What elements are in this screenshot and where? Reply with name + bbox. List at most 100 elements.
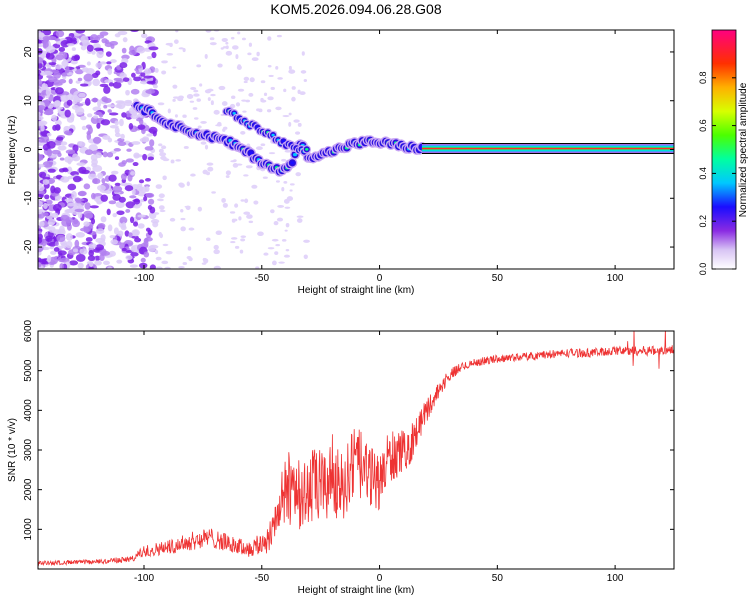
noise-blob: [148, 46, 159, 51]
faint-blob: [268, 152, 276, 155]
noise-blob: [108, 250, 116, 257]
y-tick-label: 0: [23, 146, 34, 152]
faint-blob: [189, 100, 195, 103]
noise-blob: [75, 253, 86, 262]
noise-blob: [53, 247, 60, 252]
faint-blob: [242, 110, 247, 113]
noise-blob: [38, 153, 41, 162]
noise-blob: [43, 110, 54, 116]
noise-blob: [143, 75, 153, 79]
faint-blob: [241, 37, 246, 41]
x-tick-label: 100: [607, 273, 624, 284]
noise-blob: [117, 141, 127, 147]
noise-blob: [114, 132, 121, 138]
noise-blob: [133, 76, 142, 82]
noise-blob: [77, 77, 83, 82]
noise-blob: [122, 37, 128, 43]
spectrogram-x-ticks: -100 -50 0 50 100: [134, 30, 624, 284]
faint-blob: [253, 200, 259, 205]
noise-blob: [85, 237, 93, 242]
noise-blob: [40, 72, 46, 76]
noise-blob: [77, 191, 86, 197]
faint-blob: [240, 199, 245, 202]
faint-blob: [188, 227, 195, 231]
noise-blob: [106, 61, 112, 65]
noise-blob: [59, 157, 65, 161]
noise-blob: [72, 248, 79, 253]
faint-blob: [288, 69, 296, 74]
noise-blob: [147, 198, 155, 205]
faint-blob: [239, 249, 244, 254]
noise-blob: [64, 130, 72, 136]
noise-blob: [75, 232, 86, 238]
faint-blob: [205, 237, 211, 242]
faint-blob: [205, 30, 212, 33]
noise-blob: [71, 190, 77, 199]
noise-blob: [151, 51, 157, 59]
noise-blob: [87, 255, 96, 262]
faint-blob: [225, 45, 229, 50]
faint-blob: [161, 60, 168, 64]
faint-blob: [155, 256, 162, 261]
noise-blob: [107, 137, 113, 143]
noise-blob: [73, 218, 79, 225]
noise-blob: [60, 94, 69, 102]
noise-blob: [95, 152, 103, 159]
noise-blob: [136, 46, 146, 54]
colorbar: 0.0 0.2 0.4 0.6 0.8 Normalized spectral ampl…: [698, 29, 749, 275]
faint-blob: [218, 85, 226, 91]
noise-blob: [58, 78, 67, 84]
noise-blob: [45, 88, 51, 96]
noise-blob: [70, 112, 75, 121]
faint-blob: [234, 245, 240, 249]
noise-blob: [65, 233, 73, 241]
noise-blob: [123, 101, 133, 107]
snr-panel: -100 -50 0 50 100 1000 2000 3000 4000 5000 6000 H…: [7, 319, 675, 596]
x-tick-label: -50: [255, 573, 270, 584]
noise-blob: [119, 62, 128, 69]
noise-blob: [80, 35, 89, 44]
noise-blob: [125, 158, 134, 163]
noise-blob: [121, 247, 127, 252]
noise-blob: [103, 85, 111, 94]
noise-blob: [145, 177, 151, 182]
faint-blob: [162, 158, 170, 162]
noise-blob: [44, 99, 50, 107]
noise-blob: [124, 185, 134, 192]
noise-blob: [83, 183, 91, 190]
faint-blob: [241, 99, 247, 102]
noise-blob: [128, 232, 133, 238]
colorbar-ticks: 0.0 0.2 0.4 0.6 0.8: [698, 72, 736, 275]
faint-blob: [166, 53, 174, 56]
noise-blob: [145, 227, 151, 232]
noise-blob: [133, 204, 141, 209]
faint-blob: [303, 78, 308, 82]
noise-blob: [91, 218, 96, 225]
noise-blob: [139, 80, 149, 85]
faint-blob: [197, 125, 202, 129]
noise-blob: [83, 73, 94, 82]
noise-blob: [56, 136, 64, 141]
colorbar-tick-label: 0.6: [698, 119, 708, 132]
y-tick-label: 2000: [23, 478, 34, 501]
noise-blob: [68, 78, 73, 85]
faint-blob: [177, 97, 184, 102]
faint-blob: [240, 130, 246, 135]
noise-blob: [83, 221, 90, 227]
noise-blob: [46, 140, 56, 149]
noise-blob: [61, 242, 68, 249]
noise-blob: [67, 183, 77, 191]
noise-blob: [108, 112, 119, 116]
spectrogram-y-ticks: -20 -10 0 10 20: [23, 46, 674, 254]
noise-blob: [38, 236, 43, 244]
noise-blob: [53, 187, 61, 194]
noise-blob: [115, 104, 122, 109]
faint-blob: [263, 92, 268, 97]
x-tick-label: -100: [134, 273, 154, 284]
noise-blob: [130, 171, 136, 176]
faint-blob: [178, 47, 184, 50]
faint-blob: [213, 244, 219, 250]
noise-blob: [64, 156, 74, 163]
noise-blob: [38, 185, 45, 192]
noise-blob: [57, 250, 67, 256]
